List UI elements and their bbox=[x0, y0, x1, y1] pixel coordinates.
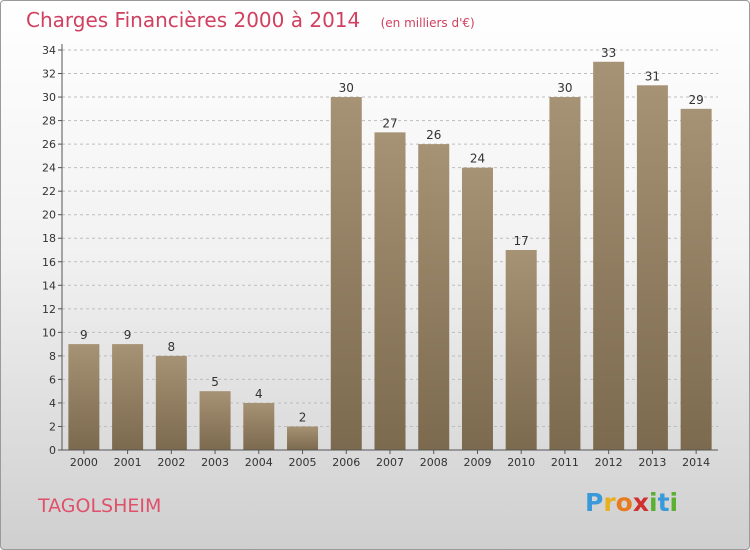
bar-value-label: 5 bbox=[211, 375, 219, 389]
y-tick-label: 14 bbox=[42, 279, 56, 292]
logo-letter: P bbox=[585, 488, 604, 517]
y-tick-label: 26 bbox=[42, 138, 56, 151]
city-name: TAGOLSHEIM bbox=[38, 495, 162, 517]
y-tick-label: 20 bbox=[42, 209, 56, 222]
bar-value-label: 17 bbox=[514, 234, 529, 248]
bar-value-label: 8 bbox=[168, 340, 176, 354]
bar bbox=[287, 426, 319, 450]
logo-letter: o bbox=[615, 488, 633, 517]
bar-value-label: 9 bbox=[124, 328, 132, 342]
chart-subtitle: (en milliers d'€) bbox=[380, 16, 475, 30]
x-tick-label: 2003 bbox=[201, 456, 229, 469]
bar-value-label: 26 bbox=[426, 128, 441, 142]
x-tick-label: 2014 bbox=[682, 456, 710, 469]
x-tick-label: 2005 bbox=[289, 456, 317, 469]
bar bbox=[199, 391, 231, 450]
logo-letter: i bbox=[669, 488, 679, 517]
bar-value-label: 29 bbox=[688, 93, 703, 107]
bar-value-label: 4 bbox=[255, 387, 263, 401]
bar bbox=[636, 85, 668, 450]
y-tick-label: 4 bbox=[49, 397, 56, 410]
bar bbox=[680, 108, 712, 450]
x-tick-label: 2002 bbox=[157, 456, 185, 469]
y-tick-label: 10 bbox=[42, 326, 56, 339]
y-tick-label: 32 bbox=[42, 68, 56, 81]
bar bbox=[155, 355, 187, 450]
x-tick-label: 2000 bbox=[70, 456, 98, 469]
bar-value-label: 9 bbox=[80, 328, 88, 342]
chart-title: Charges Financières 2000 à 2014 (en mill… bbox=[26, 8, 475, 32]
bar bbox=[112, 344, 144, 450]
x-tick-label: 2007 bbox=[376, 456, 404, 469]
bar-value-label: 30 bbox=[557, 81, 572, 95]
proxiti-logo: Proxiti bbox=[585, 488, 678, 517]
y-tick-label: 2 bbox=[49, 420, 56, 433]
x-tick-label: 2010 bbox=[507, 456, 535, 469]
chart-title-text: Charges Financières 2000 à 2014 bbox=[26, 8, 361, 32]
x-tick-label: 2011 bbox=[551, 456, 579, 469]
x-tick-label: 2001 bbox=[114, 456, 142, 469]
bar bbox=[593, 61, 625, 450]
y-tick-label: 22 bbox=[42, 185, 56, 198]
bar bbox=[68, 344, 100, 450]
y-tick-label: 34 bbox=[42, 44, 56, 57]
logo-letter: r bbox=[603, 488, 616, 517]
y-tick-label: 28 bbox=[42, 115, 56, 128]
x-tick-label: 2009 bbox=[463, 456, 491, 469]
bar-value-label: 24 bbox=[470, 152, 485, 166]
y-tick-label: 16 bbox=[42, 256, 56, 269]
y-tick-label: 12 bbox=[42, 303, 56, 316]
y-tick-label: 18 bbox=[42, 232, 56, 245]
y-tick-label: 0 bbox=[49, 444, 56, 457]
bar-value-label: 27 bbox=[382, 116, 397, 130]
y-tick-label: 6 bbox=[49, 373, 56, 386]
bar-value-label: 33 bbox=[601, 46, 616, 60]
bar-value-label: 31 bbox=[645, 69, 660, 83]
bar-value-label: 2 bbox=[299, 410, 307, 424]
bar bbox=[549, 97, 581, 450]
x-tick-label: 2004 bbox=[245, 456, 273, 469]
y-tick-label: 8 bbox=[49, 350, 56, 363]
x-tick-label: 2006 bbox=[332, 456, 360, 469]
bar bbox=[505, 250, 537, 450]
y-tick-label: 24 bbox=[42, 162, 56, 175]
logo-letter: x bbox=[632, 488, 649, 517]
bar bbox=[461, 167, 493, 450]
bar bbox=[243, 402, 275, 450]
logo-letter: i bbox=[649, 488, 658, 517]
bar bbox=[374, 132, 406, 450]
bar-value-label: 30 bbox=[339, 81, 354, 95]
x-tick-label: 2008 bbox=[420, 456, 448, 469]
x-tick-label: 2012 bbox=[595, 456, 623, 469]
bar bbox=[418, 144, 450, 450]
x-tick-label: 2013 bbox=[638, 456, 666, 469]
logo-letter: t bbox=[657, 488, 670, 517]
y-tick-label: 30 bbox=[42, 91, 56, 104]
bar bbox=[330, 97, 362, 450]
